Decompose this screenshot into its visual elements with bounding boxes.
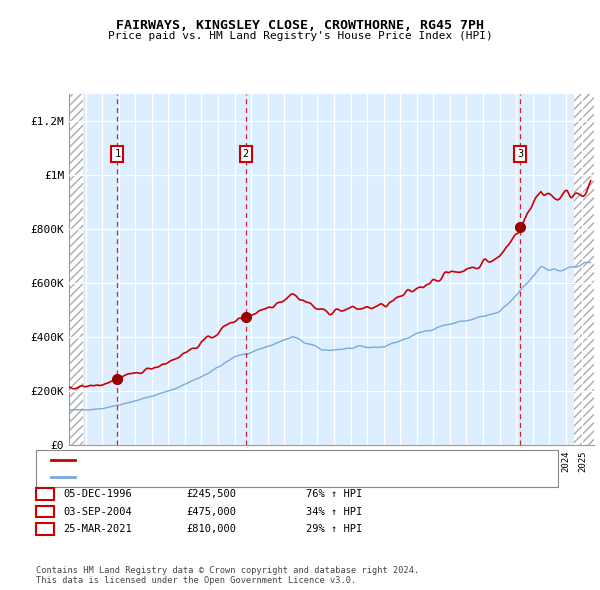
Text: Contains HM Land Registry data © Crown copyright and database right 2024.
This d: Contains HM Land Registry data © Crown c…	[36, 566, 419, 585]
Bar	[574, 94, 599, 445]
Text: £475,000: £475,000	[186, 507, 236, 516]
Text: 2: 2	[42, 507, 48, 516]
Text: Price paid vs. HM Land Registry's House Price Index (HPI): Price paid vs. HM Land Registry's House …	[107, 31, 493, 41]
Text: HPI: Average price, detached house, Bracknell Forest: HPI: Average price, detached house, Brac…	[80, 471, 392, 481]
Text: 25-MAR-2021: 25-MAR-2021	[63, 525, 132, 534]
Text: 05-DEC-1996: 05-DEC-1996	[63, 489, 132, 499]
Text: FAIRWAYS, KINGSLEY CLOSE, CROWTHORNE, RG45 7PH: FAIRWAYS, KINGSLEY CLOSE, CROWTHORNE, RG…	[116, 19, 484, 32]
Text: £810,000: £810,000	[186, 525, 236, 534]
Text: FAIRWAYS, KINGSLEY CLOSE, CROWTHORNE, RG45 7PH (detached house): FAIRWAYS, KINGSLEY CLOSE, CROWTHORNE, RG…	[80, 455, 458, 466]
Text: 1: 1	[114, 149, 121, 159]
Text: 2: 2	[242, 149, 249, 159]
Text: 1: 1	[42, 489, 48, 499]
Bar	[69, 94, 83, 445]
Text: 3: 3	[517, 149, 523, 159]
Text: 76% ↑ HPI: 76% ↑ HPI	[306, 489, 362, 499]
Text: 03-SEP-2004: 03-SEP-2004	[63, 507, 132, 516]
Text: 3: 3	[42, 525, 48, 534]
Text: 29% ↑ HPI: 29% ↑ HPI	[306, 525, 362, 534]
Text: 34% ↑ HPI: 34% ↑ HPI	[306, 507, 362, 516]
Text: £245,500: £245,500	[186, 489, 236, 499]
